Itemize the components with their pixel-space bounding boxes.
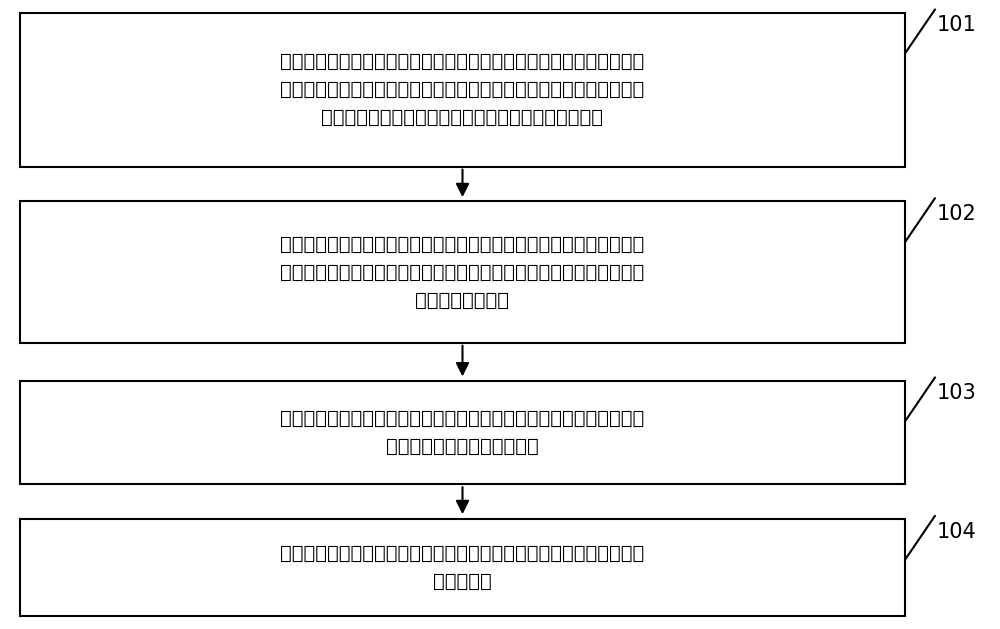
Bar bbox=[20, 519, 905, 616]
Text: 103: 103 bbox=[937, 383, 977, 403]
Bar bbox=[20, 201, 905, 343]
Text: 基于金属球体的暂态热平衡方程，分别根据金属球体的温度计算得到若
干个金属球体的雷诺数，并将若干个金属球体的雷诺数的平均值设置为
架空导线的雷诺数: 基于金属球体的暂态热平衡方程，分别根据金属球体的温度计算得到若 干个金属球体的雷… bbox=[280, 235, 645, 309]
Text: 根据架空导线的雷诺数，对架空导线的暂态热平衡方程进行转换，得到
架空导线的暂态温度预测函数: 根据架空导线的雷诺数，对架空导线的暂态热平衡方程进行转换，得到 架空导线的暂态温… bbox=[280, 409, 645, 456]
Text: 101: 101 bbox=[937, 15, 977, 35]
Text: 102: 102 bbox=[937, 204, 977, 224]
Text: 将金属球体设置在与架空导线相同空气环境的位置，当架空导线短时超
负荷运行时，使金属球体处于暂态温升状态，每间隔预置时间获取金属
球体的温度，金属球体的材质和直径: 将金属球体设置在与架空导线相同空气环境的位置，当架空导线短时超 负荷运行时，使金… bbox=[280, 52, 645, 127]
Bar bbox=[20, 381, 905, 484]
Text: 将预置时间代入暂态温度预测函数计算，得到架空导线在预置时间段内
的暂态温度: 将预置时间代入暂态温度预测函数计算，得到架空导线在预置时间段内 的暂态温度 bbox=[280, 544, 645, 591]
Text: 104: 104 bbox=[937, 521, 977, 542]
Bar bbox=[20, 13, 905, 167]
